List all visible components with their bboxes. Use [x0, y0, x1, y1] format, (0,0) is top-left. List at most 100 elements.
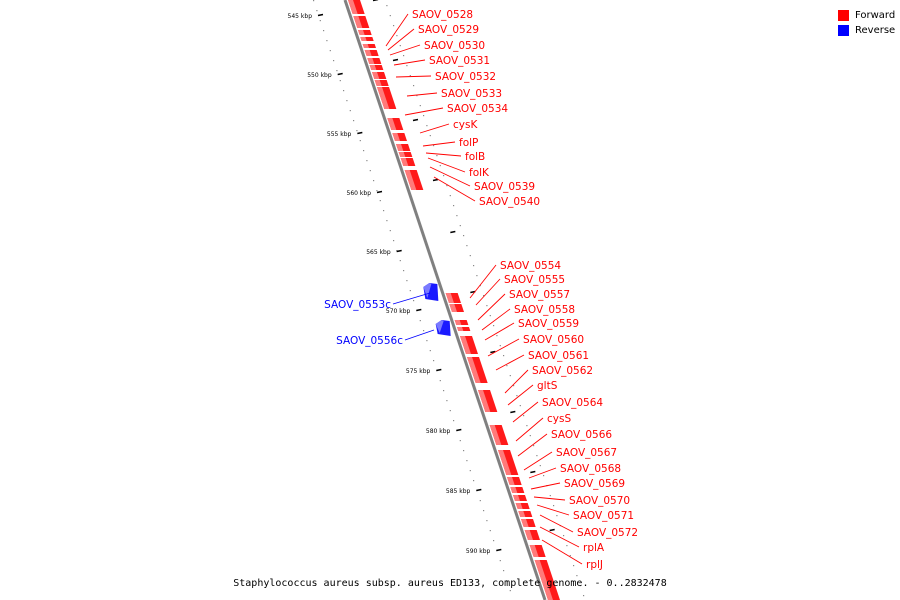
- genome-caption: Staphylococcus aureus subsp. aureus ED13…: [233, 578, 667, 589]
- forward-gene-highlight: [396, 144, 404, 151]
- dot-guide-left: [383, 210, 385, 212]
- dot-guide-left: [503, 570, 505, 572]
- dot-guide-left: [333, 60, 335, 62]
- forward-gene-label[interactable]: SAOV_0571: [573, 510, 634, 522]
- forward-gene-label[interactable]: SAOV_0570: [569, 495, 630, 507]
- dot-guide-left: [369, 170, 371, 172]
- forward-gene-label[interactable]: SAOV_0569: [564, 478, 625, 490]
- scale-tick-label: 570 kbp: [386, 308, 411, 315]
- gene-leader-line: [477, 293, 506, 321]
- scale-tick-mark-right: [490, 350, 496, 354]
- forward-gene-label[interactable]: gltS: [537, 380, 558, 392]
- forward-gene-label[interactable]: SAOV_0558: [514, 304, 575, 316]
- forward-gene-highlight: [467, 357, 481, 383]
- scale-tick-mark-right: [450, 230, 456, 234]
- forward-gene-label[interactable]: SAOV_0554: [500, 260, 561, 272]
- forward-gene-label[interactable]: SAOV_0562: [532, 365, 593, 377]
- dot-guide-left: [426, 340, 428, 342]
- scale-tick-mark: [376, 190, 383, 194]
- forward-gene-highlight: [489, 425, 502, 445]
- forward-gene-label[interactable]: folK: [469, 167, 490, 179]
- forward-gene-label[interactable]: SAOV_0561: [528, 350, 589, 362]
- dot-guide-right: [523, 415, 525, 417]
- dot-guide-right: [499, 345, 501, 347]
- forward-gene-label[interactable]: SAOV_0529: [418, 24, 479, 36]
- forward-gene-highlight: [372, 72, 380, 79]
- gene-leader-line: [507, 384, 534, 406]
- dot-guide-right: [549, 495, 551, 497]
- dot-guide-right: [473, 265, 475, 267]
- forward-gene-highlight: [353, 16, 363, 28]
- forward-gene-label[interactable]: folB: [465, 151, 485, 163]
- gene-leader-line: [541, 539, 583, 565]
- genome-axis: [343, 0, 547, 600]
- dot-guide-left: [366, 160, 368, 162]
- reverse-gene-label[interactable]: SAOV_0556c: [336, 335, 403, 347]
- scale-tick-mark: [357, 131, 363, 135]
- forward-gene-label[interactable]: SAOV_0559: [518, 318, 579, 330]
- scale-tick-label: 565 kbp: [366, 249, 391, 256]
- gene-leader-line: [517, 433, 548, 457]
- forward-gene-label[interactable]: SAOV_0566: [551, 429, 612, 441]
- gene-leader-line: [539, 514, 574, 533]
- legend-item-reverse[interactable]: Reverse: [838, 23, 895, 38]
- dot-guide-left: [373, 180, 375, 182]
- dot-guide-right: [413, 85, 415, 87]
- forward-gene-label[interactable]: cysS: [547, 413, 571, 425]
- dot-guide-left: [389, 230, 391, 232]
- dot-guide-right: [569, 555, 571, 557]
- dot-guide-right: [469, 255, 471, 257]
- forward-gene-label[interactable]: folP: [459, 137, 478, 149]
- scale-tick-mark-right: [372, 0, 379, 2]
- forward-gene-label[interactable]: SAOV_0540: [479, 196, 540, 208]
- dot-guide-right: [529, 435, 531, 437]
- forward-gene-label[interactable]: rplJ: [586, 559, 603, 571]
- legend-item-forward[interactable]: Forward: [838, 8, 895, 23]
- gene-leader-line: [523, 451, 553, 471]
- dot-guide-left: [473, 480, 475, 482]
- forward-gene-label[interactable]: SAOV_0567: [556, 447, 617, 459]
- forward-gene-label[interactable]: SAOV_0557: [509, 289, 570, 301]
- gene-leader-line: [385, 13, 409, 47]
- legend: Forward Reverse: [838, 8, 895, 38]
- forward-gene-label[interactable]: SAOV_0531: [429, 55, 490, 67]
- dot-guide-left: [319, 20, 321, 22]
- gene-leader-line: [528, 467, 557, 479]
- dot-guide-right: [513, 385, 515, 387]
- forward-gene-label[interactable]: SAOV_0555: [504, 274, 565, 286]
- forward-gene-label[interactable]: SAOV_0534: [447, 103, 508, 115]
- dot-guide-right: [493, 325, 495, 327]
- forward-gene-label[interactable]: SAOV_0564: [542, 397, 603, 409]
- scale-tick-mark: [456, 428, 462, 432]
- forward-gene-label[interactable]: SAOV_0530: [424, 40, 485, 52]
- gene-leader-line: [487, 338, 520, 357]
- scale-tick-label: 580 kbp: [426, 428, 451, 435]
- dot-guide-left: [313, 0, 315, 2]
- dot-guide-left: [323, 30, 325, 32]
- dot-guide-left: [509, 590, 511, 592]
- reverse-gene-label[interactable]: SAOV_0553c: [324, 299, 391, 311]
- forward-swatch-icon: [838, 10, 849, 21]
- forward-gene-label[interactable]: SAOV_0539: [474, 181, 535, 193]
- reverse-gene-highlight: [423, 283, 432, 298]
- scale-tick-mark-right: [530, 470, 536, 474]
- dot-guide-right: [526, 425, 528, 427]
- forward-gene-label[interactable]: SAOV_0533: [441, 88, 502, 100]
- dot-guide-right: [406, 65, 408, 67]
- forward-gene-label[interactable]: rplA: [583, 542, 605, 554]
- forward-gene-label[interactable]: SAOV_0532: [435, 71, 496, 83]
- forward-gene-label[interactable]: cysK: [453, 119, 478, 131]
- forward-gene-label[interactable]: SAOV_0572: [577, 527, 638, 539]
- dot-guide-right: [409, 75, 411, 77]
- dot-guide-right: [583, 595, 585, 597]
- forward-gene-label[interactable]: SAOV_0528: [412, 9, 473, 21]
- forward-gene-highlight: [374, 80, 382, 86]
- dot-guide-right: [436, 155, 438, 157]
- forward-gene-highlight: [515, 503, 523, 509]
- gene-leader-line: [539, 526, 580, 548]
- scale-tick-mark: [416, 308, 422, 312]
- forward-gene-label[interactable]: SAOV_0560: [523, 334, 584, 346]
- dot-guide-left: [449, 410, 451, 412]
- dot-guide-left: [326, 40, 328, 42]
- forward-gene-label[interactable]: SAOV_0568: [560, 463, 621, 475]
